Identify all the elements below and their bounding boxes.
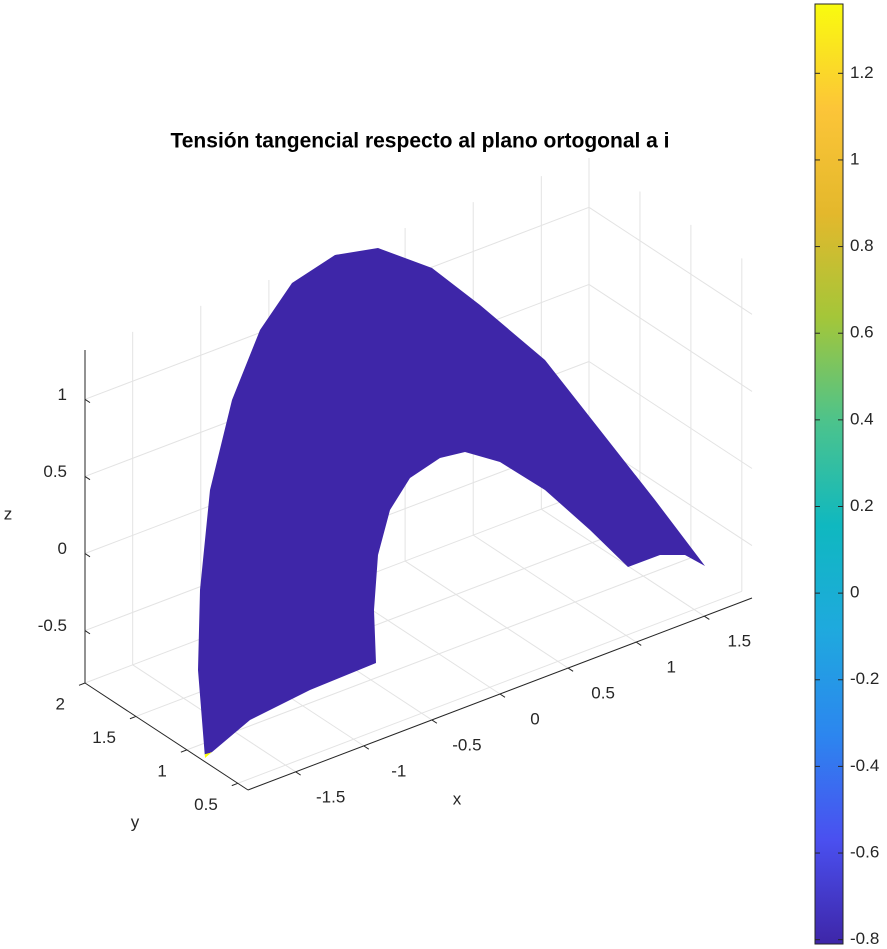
y-tick xyxy=(180,749,188,753)
grid-line xyxy=(541,508,705,617)
x-tick-label: -0.5 xyxy=(452,735,481,754)
x-tick-label: 1.5 xyxy=(728,632,752,651)
z-tick-label: 0 xyxy=(58,539,67,558)
y-tick xyxy=(78,682,86,686)
colorbar-tick-label: 0.6 xyxy=(850,323,874,342)
colorbar-tick-label: 0 xyxy=(850,583,859,602)
z-axis-label: z xyxy=(4,504,13,523)
x-tick xyxy=(704,615,710,620)
x-tick xyxy=(363,745,370,750)
colorbar-tick-label: 1.2 xyxy=(850,63,874,82)
x-tick-label: 0 xyxy=(530,709,539,728)
z-tick-label: 0.5 xyxy=(43,462,67,481)
y-tick-label: 2 xyxy=(56,694,65,713)
grid-line xyxy=(588,283,753,392)
y-axis-label: y xyxy=(131,812,140,831)
x-tick-label: -1.5 xyxy=(316,787,345,806)
colorbar xyxy=(814,3,844,945)
x-tick-label: 0.5 xyxy=(591,684,615,703)
grid-line xyxy=(588,206,753,315)
x-tick-label: 1 xyxy=(666,658,675,677)
colorbar-tick-label: 0.2 xyxy=(850,496,874,515)
z-tick-label: 1 xyxy=(58,385,67,404)
y-tick-label: 1.5 xyxy=(92,728,116,747)
grid-line xyxy=(186,557,692,751)
colorbar-tick-label: -0.8 xyxy=(850,929,879,948)
chart-title: Tensión tangencial respecto al plano ort… xyxy=(170,130,669,153)
z-tick xyxy=(84,475,91,481)
z-tick xyxy=(84,398,91,404)
colorbar-tick-label: -0.4 xyxy=(850,756,879,775)
colorbar-tick-label: 1 xyxy=(850,149,859,168)
x-tick xyxy=(567,667,574,672)
x-tick xyxy=(431,719,438,724)
x-tick xyxy=(499,693,506,698)
x-tick xyxy=(635,641,642,646)
y-tick-label: 1 xyxy=(157,761,166,780)
x-axis-label: x xyxy=(453,789,462,808)
y-tick-label: 0.5 xyxy=(194,795,218,814)
surface xyxy=(198,248,705,758)
grid-line xyxy=(472,534,637,643)
colorbar-tick-label: -0.2 xyxy=(850,669,879,688)
x-tick xyxy=(295,771,301,776)
z-tick xyxy=(84,630,91,635)
z-tick xyxy=(84,553,91,558)
y-axis-line xyxy=(84,682,249,791)
colorbar-tick-label: -0.6 xyxy=(850,843,879,862)
colorbar-tick-label: 0.8 xyxy=(850,236,874,255)
z-tick-label: -0.5 xyxy=(38,616,67,635)
grid-line xyxy=(237,590,742,784)
x-tick-label: -1 xyxy=(391,761,406,780)
y-tick xyxy=(129,715,137,720)
grid-line xyxy=(404,560,569,669)
grid-line xyxy=(588,361,753,469)
colorbar-tick-label: 0.4 xyxy=(850,409,874,428)
y-tick xyxy=(231,782,238,787)
